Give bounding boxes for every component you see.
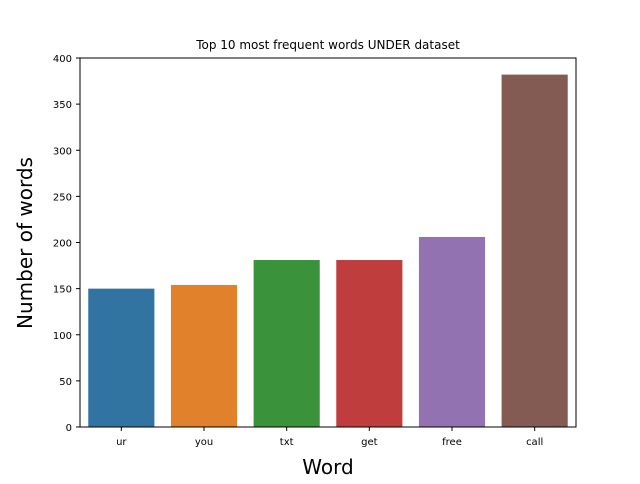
bar-ur [88, 288, 155, 428]
bars-group [88, 74, 568, 428]
x-tick-label: free [442, 437, 462, 448]
bar-you [170, 284, 238, 427]
y-tick-label: 350 [53, 100, 72, 111]
x-tick-label: you [195, 437, 213, 448]
bar-call [501, 74, 568, 428]
chart-title: Top 10 most frequent words UNDER dataset [195, 38, 460, 52]
y-tick-label: 250 [53, 192, 72, 203]
y-tick-label: 150 [53, 285, 72, 296]
x-tick-label: ur [116, 437, 127, 448]
y-tick-label: 200 [53, 239, 72, 250]
bar-get [336, 260, 403, 427]
bar-txt [253, 260, 320, 427]
x-tick-label: txt [280, 437, 294, 448]
y-tick-label: 300 [53, 146, 72, 157]
x-ticks-group: ur you txt get free call [116, 427, 543, 448]
x-axis-label: Word [302, 455, 353, 479]
y-tick-label: 400 [53, 54, 72, 65]
y-axis-label: Number of words [13, 157, 37, 329]
y-ticks-group: 0 50 100 150 200 250 300 350 400 [53, 54, 80, 434]
axes-frame [79, 57, 577, 428]
y-tick-label: 100 [53, 331, 72, 342]
bar-free [418, 236, 486, 427]
x-tick-label: get [361, 437, 378, 448]
y-tick-label: 50 [59, 377, 72, 388]
y-tick-label: 0 [66, 423, 72, 434]
x-tick-label: call [526, 437, 543, 448]
